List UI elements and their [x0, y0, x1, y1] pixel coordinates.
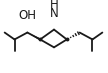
- Text: OH: OH: [18, 9, 36, 22]
- Polygon shape: [27, 33, 41, 40]
- Text: N: N: [50, 7, 58, 20]
- Text: H: H: [50, 0, 58, 11]
